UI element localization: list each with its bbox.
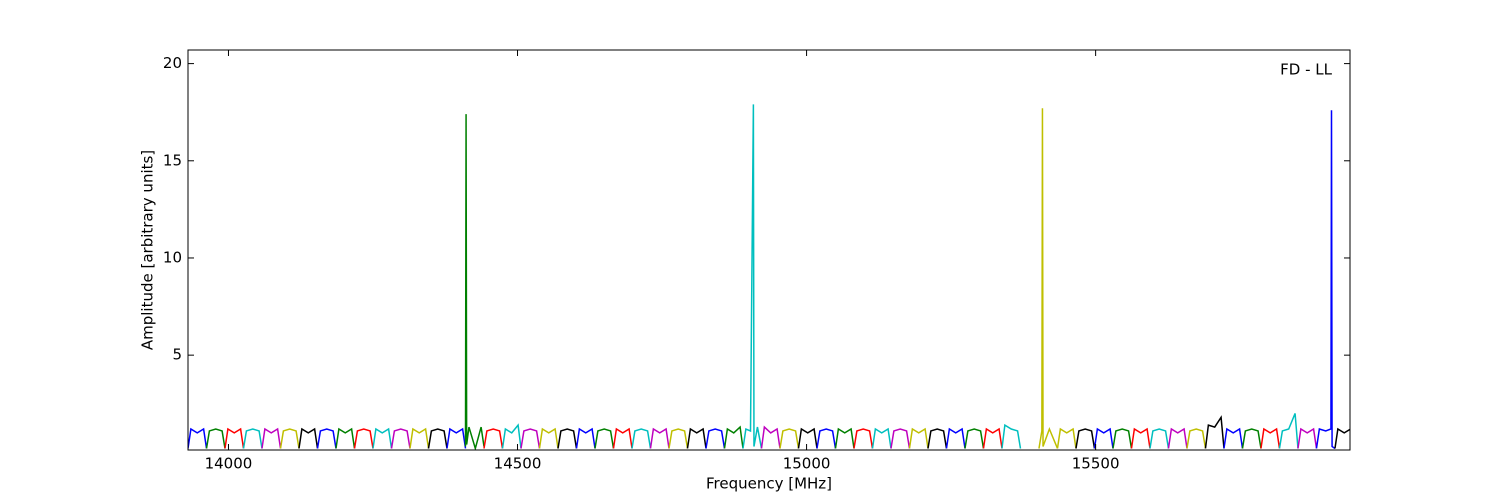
spectrum-segment (649, 427, 670, 449)
spectrum-segment (705, 428, 726, 449)
spectrum-segment (908, 427, 929, 449)
spectrum-segment (834, 427, 855, 449)
spectrum-segment (890, 428, 911, 449)
spectrum-segment (1297, 427, 1318, 449)
spectrum-segment (409, 427, 430, 449)
spectrum-segment (612, 427, 633, 449)
spectrum-segment (1315, 110, 1336, 450)
spectrum-segment (816, 428, 837, 449)
spectrum-segment (1334, 427, 1350, 449)
spectrum-segment (353, 428, 374, 449)
spectrum-segment (335, 427, 356, 449)
spectrum-segment (538, 427, 559, 449)
spectrum-segment (1241, 428, 1262, 449)
spectrum-segment (1149, 428, 1170, 449)
spectrum-segment (723, 425, 744, 449)
spectrum-segment (1001, 423, 1022, 449)
x-tick-label: 15500 (1072, 455, 1120, 473)
spectrum-segment (427, 428, 448, 449)
spectrum-segment (1186, 428, 1207, 449)
y-tick-label: 10 (163, 248, 182, 266)
spectrum-segment (464, 114, 485, 450)
spectrum-segment (1167, 427, 1188, 449)
spectrum-segment (1260, 427, 1281, 449)
spectrum-segment (1112, 428, 1133, 449)
spectrum-segment (853, 428, 874, 449)
spectrum-segment (575, 427, 596, 449)
y-tick-label: 5 (172, 346, 182, 364)
spectrum-segment (316, 428, 337, 449)
spectrum-segment (205, 428, 226, 449)
spectrum-segment (1130, 427, 1151, 449)
spectrum-segment (242, 428, 263, 449)
spectrum-segment (390, 428, 411, 449)
plot-lines (188, 104, 1350, 450)
spectrum-segment (1075, 428, 1096, 449)
x-tick-label: 14500 (494, 455, 542, 473)
spectrum-segment (446, 427, 467, 449)
spectrum-segment (1278, 413, 1299, 449)
spectrum-segment (797, 427, 818, 449)
spectrum-segment (501, 423, 522, 449)
spectrum-segment (520, 428, 541, 449)
x-tick-label: 15000 (783, 455, 831, 473)
spectrum-segment (668, 428, 689, 449)
y-axis-label: Amplitude [arbitrary units] (139, 150, 157, 350)
spectrum-segment (1038, 108, 1059, 449)
spectrum-segment (279, 428, 300, 449)
spectrum-segment (298, 427, 319, 449)
x-axis-label: Frequency [MHz] (706, 475, 832, 493)
spectrum-segment (945, 427, 966, 449)
spectrum-segment (686, 427, 707, 449)
spectrum-segment (1223, 427, 1244, 449)
spectrum-segment (871, 427, 892, 449)
y-tick-label: 15 (163, 151, 182, 169)
x-tick-label: 14000 (205, 455, 253, 473)
spectrum-segment (1056, 427, 1077, 449)
spectrum-segment (594, 428, 615, 449)
spectrum-segment (760, 425, 781, 449)
spectrum-segment (224, 427, 245, 449)
spectrum-segment (372, 427, 393, 449)
spectrum-segment (1204, 415, 1225, 449)
spectrum-segment (742, 104, 763, 449)
y-tick-label: 20 (163, 54, 182, 72)
plot-frame (187, 49, 1351, 451)
spectrum-segment (483, 428, 504, 449)
spectrum-segment (557, 428, 578, 449)
spectrum-segment (982, 427, 1003, 449)
annotation: FD - LL (1280, 61, 1332, 79)
spectrum-segment (1093, 427, 1114, 449)
spectrum-segment (927, 428, 948, 449)
spectrum-segment (631, 428, 652, 449)
spectrum-segment (779, 428, 800, 449)
spectrum-segment (261, 427, 282, 449)
spectrum-segment (188, 427, 208, 449)
spectrum-segment (964, 428, 985, 449)
